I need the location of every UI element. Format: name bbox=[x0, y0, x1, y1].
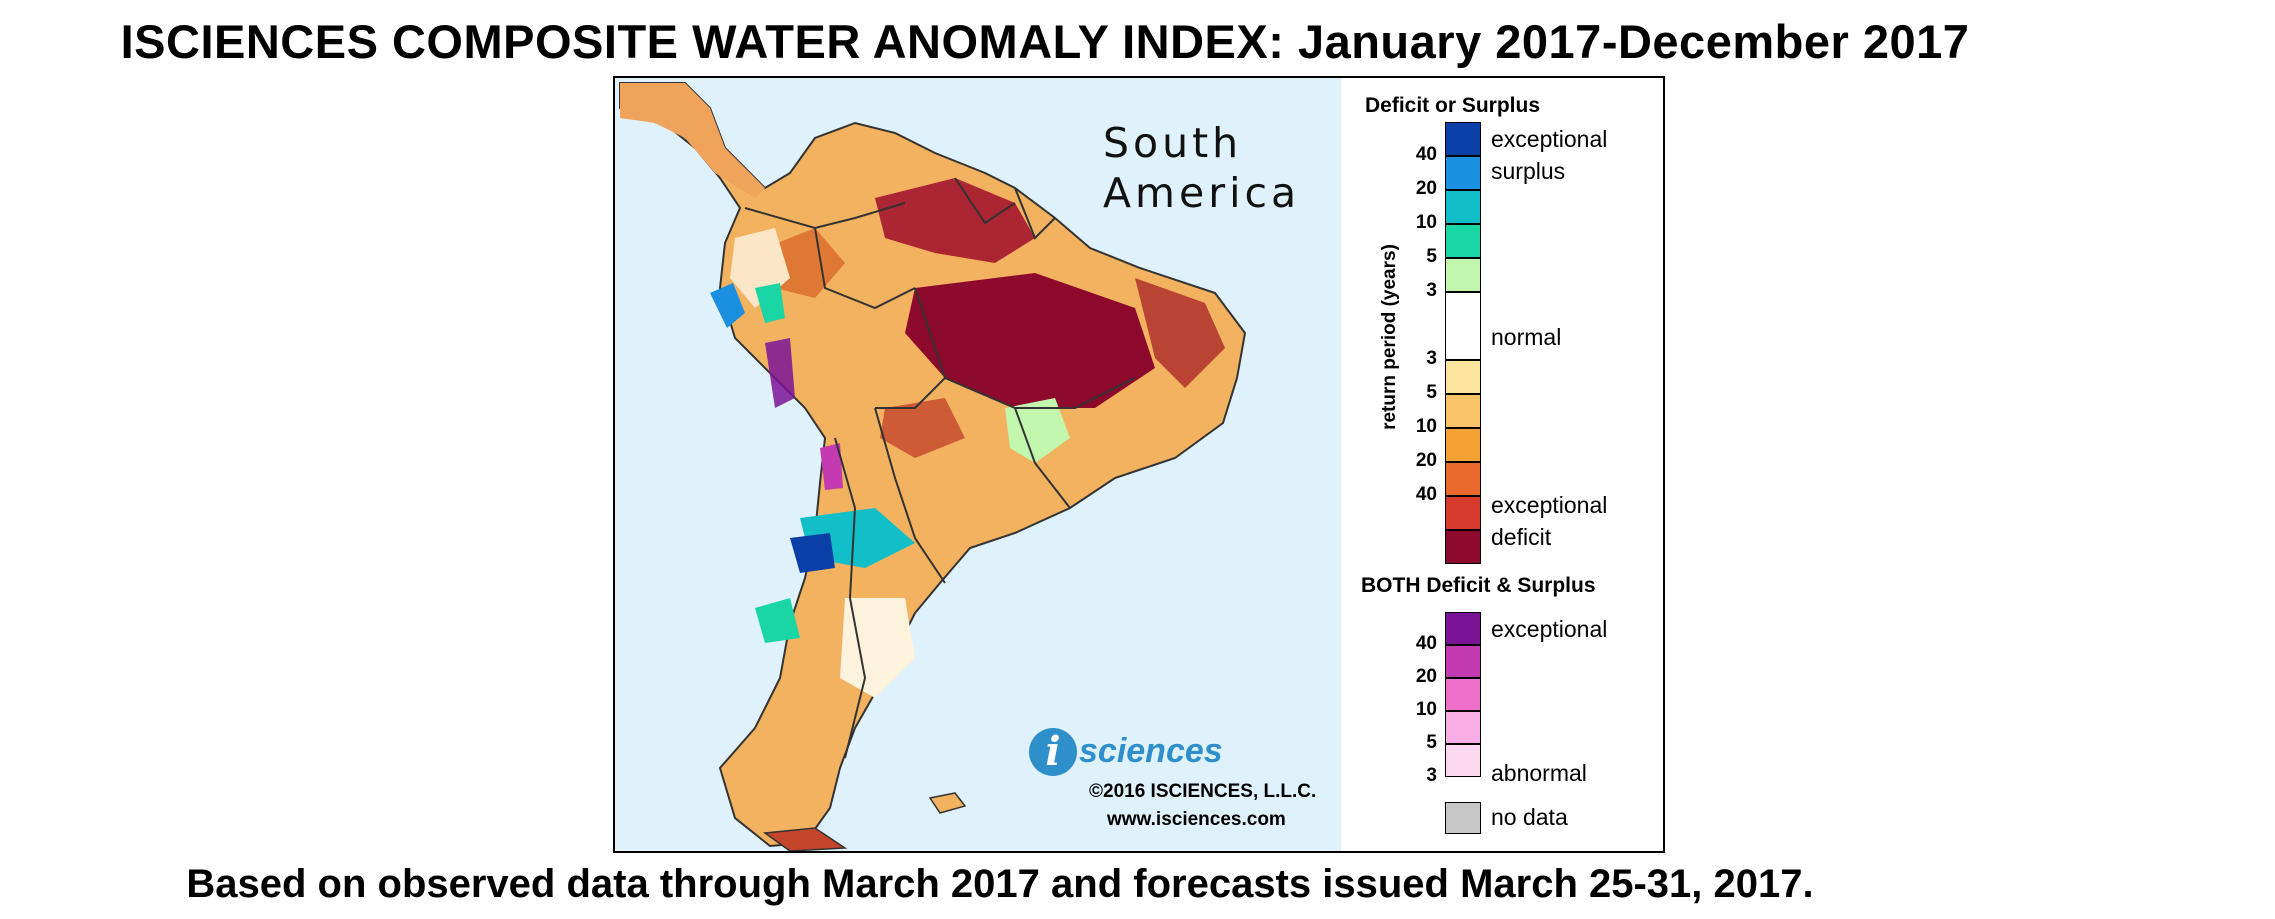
legend-tick: 10 bbox=[1415, 416, 1437, 437]
region-label-line2: America bbox=[1103, 169, 1301, 217]
label-both-exceptional: exceptional bbox=[1491, 616, 1608, 642]
copyright: ©2016 ISCIENCES, L.L.C. bbox=[1089, 781, 1317, 802]
legend-both-swatch bbox=[1445, 678, 1481, 711]
label-no-data: no data bbox=[1491, 804, 1568, 830]
central-america bbox=[620, 83, 765, 198]
legend-swatch bbox=[1445, 530, 1481, 564]
label-exceptional-deficit-2: deficit bbox=[1491, 524, 1552, 550]
legend-swatch bbox=[1445, 292, 1481, 360]
deficit-region-east bbox=[1135, 278, 1225, 388]
legend-swatch bbox=[1445, 122, 1481, 156]
legend-tick: 5 bbox=[1426, 382, 1437, 403]
country-borders bbox=[744, 177, 1136, 759]
legend-swatch bbox=[1445, 258, 1481, 292]
footer-note: Based on observed data through March 201… bbox=[186, 862, 1814, 906]
legend-tick: 10 bbox=[1415, 212, 1437, 233]
region-label: South America bbox=[1103, 118, 1300, 218]
both-patch-andes bbox=[820, 443, 843, 490]
label-exceptional-deficit-1: exceptional bbox=[1491, 492, 1608, 518]
legend-both-swatch bbox=[1445, 645, 1481, 678]
legend-swatch bbox=[1445, 428, 1481, 462]
deficit-region-central bbox=[905, 273, 1155, 408]
legend-tick: 20 bbox=[1415, 450, 1437, 471]
surplus-patch-ecuador bbox=[710, 283, 745, 328]
label-normal: normal bbox=[1491, 324, 1562, 350]
legend-swatch bbox=[1445, 190, 1481, 224]
legend-both-swatch bbox=[1445, 711, 1481, 744]
surplus-patch-peru bbox=[755, 283, 785, 323]
legend-tick: 40 bbox=[1415, 144, 1437, 165]
legend-tick: 5 bbox=[1426, 246, 1437, 267]
website-link: www.isciences.com bbox=[1107, 809, 1286, 830]
legend: Deficit or Surplus return period (years)… bbox=[1341, 78, 1663, 851]
legend-both-tick: 3 bbox=[1426, 765, 1437, 786]
surplus-patch-uruguay bbox=[1005, 398, 1070, 463]
legend-title-both: BOTH Deficit & Surplus bbox=[1361, 574, 1596, 597]
legend-tick: 40 bbox=[1415, 484, 1437, 505]
legend-swatch bbox=[1445, 224, 1481, 258]
legend-both-tick: 20 bbox=[1415, 666, 1437, 687]
map-panel: South America i sciences ©2016 ISCIENCES… bbox=[615, 78, 1341, 851]
south-america-map bbox=[619, 82, 1247, 851]
legend-both-tick: 40 bbox=[1415, 633, 1437, 654]
logo-i-icon: i bbox=[1029, 728, 1077, 776]
deficit-region-south bbox=[880, 398, 965, 458]
falkland-islands bbox=[928, 792, 967, 814]
deficit-region-north bbox=[875, 178, 1035, 263]
no-data-swatch bbox=[1445, 802, 1481, 834]
legend-tick: 3 bbox=[1426, 280, 1437, 301]
logo-text: sciences bbox=[1079, 732, 1223, 770]
legend-both-swatch bbox=[1445, 612, 1481, 645]
map-frame: South America i sciences ©2016 ISCIENCES… bbox=[613, 76, 1665, 853]
normal-region-south bbox=[840, 598, 915, 698]
label-both-abnormal: abnormal bbox=[1491, 760, 1587, 786]
surplus-patch-south bbox=[755, 598, 800, 643]
region-label-line1: South bbox=[1103, 119, 1243, 167]
legend-swatch bbox=[1445, 462, 1481, 496]
map-title: ISCIENCES COMPOSITE WATER ANOMALY INDEX:… bbox=[120, 15, 1970, 68]
legend-swatch bbox=[1445, 394, 1481, 428]
legend-title-deficit-surplus: Deficit or Surplus bbox=[1365, 94, 1541, 117]
both-patch-chile bbox=[765, 338, 795, 408]
legend-swatch bbox=[1445, 360, 1481, 394]
label-exceptional-surplus-2: surplus bbox=[1491, 158, 1566, 184]
surplus-patch-patagonia-dark bbox=[790, 533, 835, 573]
legend-tick: 20 bbox=[1415, 178, 1437, 199]
legend-swatch bbox=[1445, 496, 1481, 530]
legend-both-swatch bbox=[1445, 744, 1481, 777]
legend-both-tick: 5 bbox=[1426, 732, 1437, 753]
tierra-del-fuego bbox=[762, 827, 848, 851]
legend-both-tick: 10 bbox=[1415, 699, 1437, 720]
legend-swatch bbox=[1445, 156, 1481, 190]
legend-tick: 3 bbox=[1426, 348, 1437, 369]
isciences-logo: i sciences bbox=[1029, 728, 1249, 778]
label-exceptional-surplus-1: exceptional bbox=[1491, 126, 1608, 152]
